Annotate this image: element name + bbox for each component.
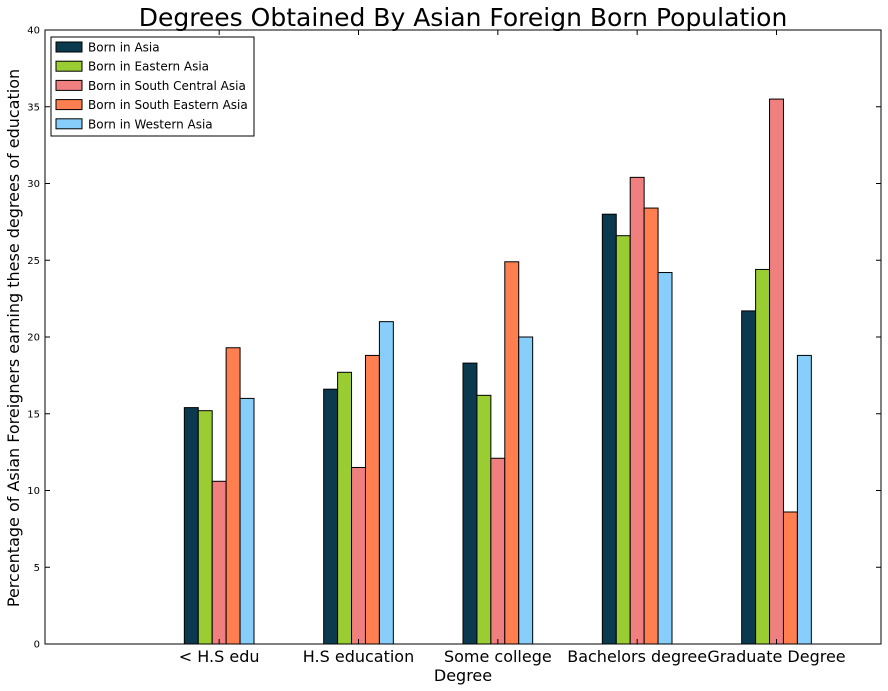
bar-2-2 <box>490 457 506 645</box>
bar-4-1 <box>378 321 394 645</box>
chart-title: Degrees Obtained By Asian Foreign Born P… <box>139 3 788 32</box>
x-tick-label-2: Some college <box>444 647 552 666</box>
bar-3-4 <box>782 511 798 645</box>
y-tick-label-8: 40 <box>27 26 40 37</box>
bar-1-3 <box>615 235 631 645</box>
x-tick-label-3: Bachelors degree <box>567 647 707 666</box>
ticks-group: 0 5 10 15 20 25 30 35 40 < H.S edu H.S education So… <box>27 26 881 666</box>
y-tick-label-2: 10 <box>27 486 40 497</box>
x-tick-label-4: Graduate Degree <box>707 647 845 666</box>
legend-label-4: Born in Western Asia <box>88 117 213 131</box>
bar-0-1 <box>323 388 339 645</box>
y-tick-label-0: 0 <box>34 640 40 651</box>
bar-1-0 <box>197 410 213 645</box>
bar-3-3 <box>643 207 659 645</box>
legend-swatch-1 <box>55 60 83 72</box>
bar-4-3 <box>657 272 673 645</box>
x-axis-label: Degree <box>434 666 492 685</box>
legend-label-3: Born in South Eastern Asia <box>88 98 248 112</box>
bar-4-2 <box>518 336 534 645</box>
y-tick-label-4: 20 <box>27 333 40 344</box>
legend-swatch-2 <box>55 79 83 91</box>
bar-0-0 <box>183 407 199 645</box>
bar-4-4 <box>796 354 812 645</box>
y-tick-label-6: 30 <box>27 179 40 190</box>
bar-2-3 <box>629 176 645 645</box>
bar-2-0 <box>211 480 227 645</box>
plot-frame <box>44 29 882 645</box>
legend-label-2: Born in South Central Asia <box>88 79 246 93</box>
bar-0-4 <box>741 310 757 645</box>
bar-0-3 <box>601 213 617 645</box>
bar-1-2 <box>476 394 492 645</box>
bar-4-0 <box>239 397 255 645</box>
bar-3-0 <box>225 347 241 645</box>
bar-3-1 <box>364 354 380 645</box>
x-tick-label-0: < H.S edu <box>179 647 260 666</box>
bar-2-1 <box>351 466 366 645</box>
y-tick-label-1: 5 <box>34 563 40 574</box>
y-axis-label: Percentage of Asian Foreigners earning t… <box>4 69 23 607</box>
bar-0-2 <box>462 362 478 645</box>
bar-2-4 <box>769 98 784 645</box>
y-tick-label-5: 25 <box>27 256 40 267</box>
x-tick-label-1: H.S education <box>303 647 414 666</box>
legend-swatch-3 <box>55 99 83 111</box>
bar-1-4 <box>755 268 771 645</box>
legend-label-1: Born in Eastern Asia <box>88 60 209 74</box>
bar-3-2 <box>504 261 520 645</box>
y-tick-label-3: 15 <box>27 409 40 420</box>
legend: Born in Asia Born in Eastern Asia Born in … <box>50 36 255 137</box>
legend-swatch-4 <box>55 118 83 130</box>
y-tick-label-7: 35 <box>27 102 40 113</box>
bar-1-1 <box>337 371 353 645</box>
legend-swatch-0 <box>55 41 83 53</box>
legend-box <box>50 36 255 137</box>
legend-label-0: Born in Asia <box>88 41 160 55</box>
bars-group <box>183 98 812 645</box>
